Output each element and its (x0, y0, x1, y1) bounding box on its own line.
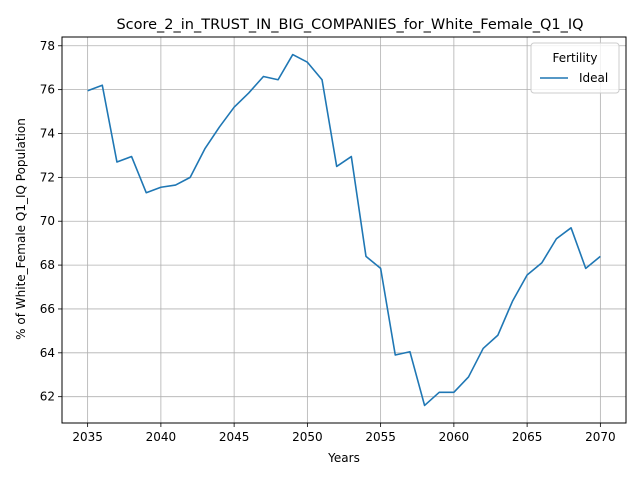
legend-title: Fertility (552, 51, 597, 65)
y-axis-label: % of White_Female Q1_IQ Population (14, 118, 28, 340)
y-tick-label: 74 (40, 127, 55, 141)
series-lines (87, 53, 601, 407)
chart-title: Score_2_in_TRUST_IN_BIG_COMPANIES_for_Wh… (116, 17, 583, 33)
x-tick-label: 2050 (292, 430, 323, 444)
plot-frame (61, 36, 627, 424)
legend-box (530, 42, 620, 94)
y-tick-label: 66 (40, 302, 55, 316)
x-tick-label: 2055 (365, 430, 396, 444)
grid-lines (62, 37, 626, 423)
series-line-ideal (87, 53, 601, 407)
y-tick-label: 68 (40, 258, 55, 272)
x-tick-label: 2040 (146, 430, 177, 444)
x-tick-label: 2045 (219, 430, 250, 444)
y-tick-label: 64 (40, 346, 55, 360)
legend: Fertility Ideal (530, 42, 620, 94)
y-tick-label: 70 (40, 214, 55, 228)
x-tick-label: 2070 (585, 430, 616, 444)
legend-label-ideal: Ideal (579, 71, 608, 85)
y-tick-label: 72 (40, 170, 55, 184)
axis-ticks: 2035 2040 2045 2050 2055 2060 2065 2070 62 64 66 68… (40, 39, 616, 444)
y-tick-label: 76 (40, 83, 55, 97)
y-tick-label: 78 (40, 39, 55, 53)
x-tick-label: 2035 (72, 430, 103, 444)
x-tick-label: 2065 (512, 430, 543, 444)
x-tick-label: 2060 (439, 430, 470, 444)
y-tick-label: 62 (40, 390, 55, 404)
x-axis-label: Years (327, 451, 360, 465)
